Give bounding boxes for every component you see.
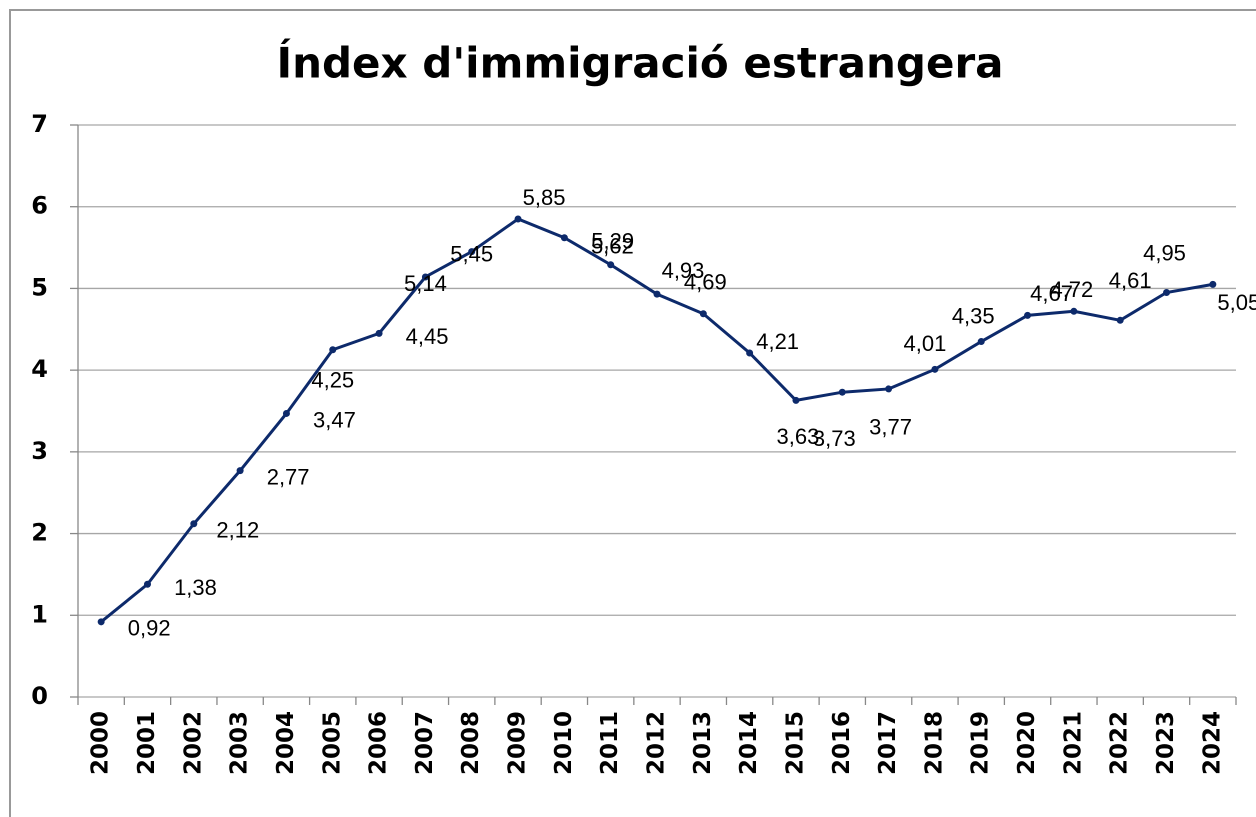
- x-tick-label: 2011: [597, 711, 623, 775]
- line: [100, 217, 1214, 623]
- x-tick-label: 2018: [921, 711, 947, 775]
- y-tick-label: 4: [31, 355, 48, 383]
- data-label: 5,85: [523, 185, 566, 210]
- data-label: 4,25: [311, 368, 354, 393]
- data-label: 3,73: [813, 426, 856, 451]
- point: [838, 388, 846, 396]
- x-tick-label: 2010: [551, 711, 577, 775]
- x-tick-label: 2013: [690, 711, 716, 775]
- x-tick-label: 2006: [366, 711, 392, 775]
- point: [1116, 316, 1124, 324]
- data-label: 4,01: [904, 331, 947, 356]
- point: [97, 618, 105, 626]
- data-label: 5,05: [1217, 290, 1256, 315]
- point: [236, 467, 244, 475]
- data-label: 4,21: [756, 329, 799, 354]
- data-label: 2,12: [216, 518, 259, 543]
- x-tick-label: 2009: [505, 711, 531, 775]
- y-tick-label: 2: [31, 519, 48, 547]
- point: [514, 215, 522, 223]
- y-tick-label: 6: [31, 192, 48, 220]
- data-label: 4,35: [952, 303, 995, 328]
- x-tick-label: 2017: [875, 711, 901, 775]
- data-label: 4,67: [1030, 281, 1073, 306]
- data-label: 4,72: [1050, 277, 1093, 302]
- x-tick-label: 2012: [644, 711, 670, 775]
- data-label: 5,62: [591, 234, 634, 259]
- point: [699, 310, 707, 318]
- x-tick-label: 2000: [88, 711, 114, 775]
- x-tick-label: 2014: [736, 711, 762, 775]
- x-tick-label: 2024: [1199, 711, 1225, 775]
- point: [375, 329, 383, 337]
- point: [1209, 280, 1217, 288]
- point: [885, 385, 893, 393]
- y-tick-label: 5: [31, 273, 48, 301]
- x-tick-label: 2001: [134, 711, 160, 775]
- point: [143, 580, 151, 588]
- x-tick-label: 2007: [412, 711, 438, 775]
- x-tick-label: 2004: [273, 711, 299, 775]
- data-label: 3,63: [777, 424, 820, 449]
- x-tick-label: 2019: [968, 711, 994, 775]
- x-tick-label: 2023: [1153, 711, 1179, 775]
- data-label: 4,61: [1109, 268, 1152, 293]
- x-tick-label: 2020: [1014, 711, 1040, 775]
- point: [931, 365, 939, 373]
- point: [977, 338, 985, 346]
- y-tick-label: 0: [31, 682, 48, 710]
- point: [1070, 307, 1078, 315]
- point: [1163, 289, 1171, 297]
- point: [190, 520, 198, 528]
- point: [329, 346, 337, 354]
- point: [607, 261, 615, 269]
- x-tick-label: 2002: [180, 711, 206, 775]
- data-label: 4,93: [662, 258, 705, 283]
- x-tick-label: 2021: [1060, 711, 1086, 775]
- data-label: 1,38: [174, 575, 217, 600]
- x-tick-label: 2005: [319, 711, 345, 775]
- chart-frame: [9, 9, 1256, 817]
- point: [653, 290, 661, 298]
- y-tick-label: 3: [31, 437, 48, 465]
- data-label: 4,69: [684, 270, 727, 295]
- data-label: 5,29: [591, 229, 634, 254]
- data-label: 3,47: [313, 407, 356, 432]
- x-tick-label: 2003: [227, 711, 253, 775]
- x-tick-label: 2016: [829, 711, 855, 775]
- point: [746, 349, 754, 357]
- chart-title: Índex d'immigració estrangera: [276, 38, 1003, 88]
- point: [792, 396, 800, 404]
- x-tick-label: 2022: [1107, 711, 1133, 775]
- x-tick-label: 2008: [458, 711, 484, 775]
- data-label: 5,14: [404, 271, 447, 296]
- x-tick-label: 2015: [782, 711, 808, 775]
- point: [421, 273, 429, 281]
- point: [468, 248, 476, 256]
- data-label: 4,45: [406, 324, 449, 349]
- data-label: 5,45: [450, 241, 493, 266]
- point: [282, 409, 290, 417]
- data-label: 3,77: [869, 415, 912, 440]
- y-tick-label: 1: [31, 600, 48, 628]
- data-label: 2,77: [267, 464, 310, 489]
- point: [1024, 311, 1032, 319]
- y-tick-label: 7: [31, 110, 48, 138]
- data-label: 0,92: [128, 616, 171, 641]
- point: [560, 234, 568, 242]
- data-label: 4,95: [1143, 240, 1186, 265]
